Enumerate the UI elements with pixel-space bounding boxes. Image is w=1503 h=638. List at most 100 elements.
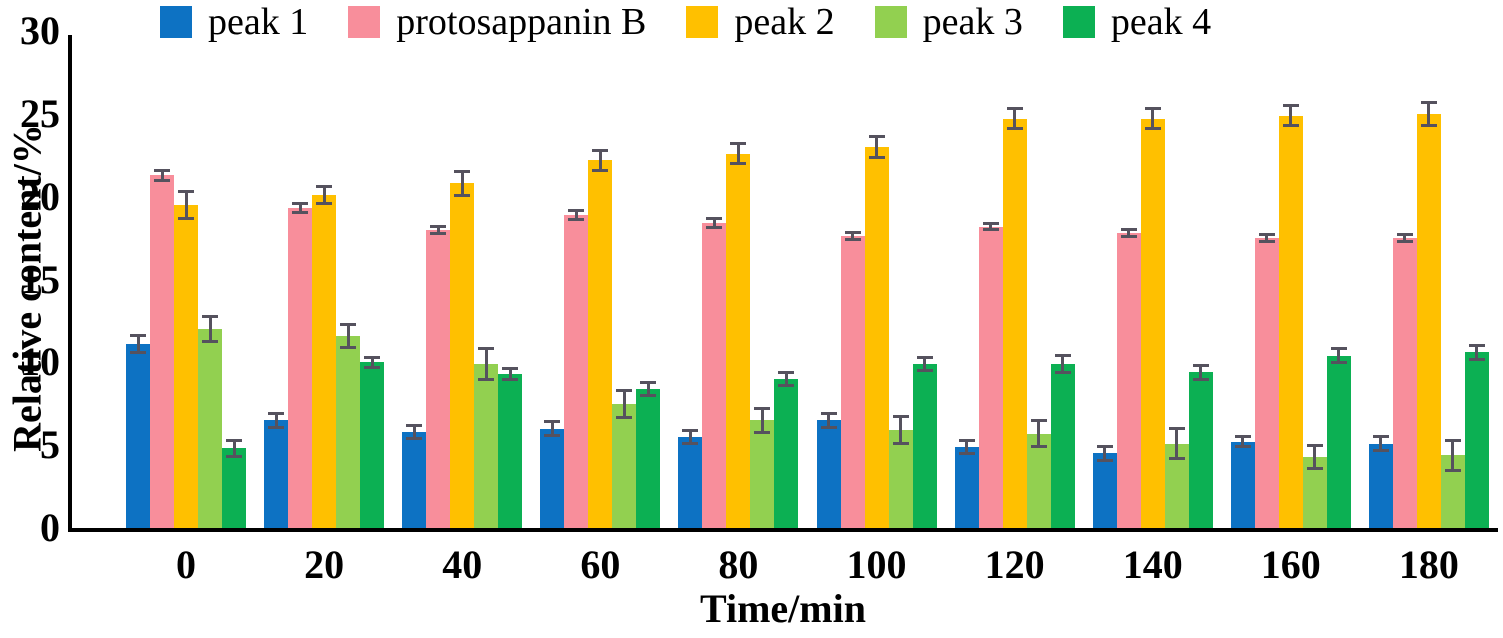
error-bar-protosappanin-b-t160 [1258,233,1275,244]
error-bar-line [899,418,903,443]
error-bar-line [1337,350,1341,361]
error-bar-peak-3-t0 [202,315,219,344]
error-bar-peak-1-t0 [130,334,147,355]
bar-group-t40 [393,35,531,528]
error-bar-line [1127,231,1131,236]
error-bar-peak-1-t80 [682,428,699,446]
error-bar-line [136,337,140,352]
error-bar-line [550,423,554,434]
bar-protosappanin-b-t0 [150,168,175,528]
error-bar-peak-2-t180 [1420,100,1437,128]
y-axis-ticks: 0 5 10 15 20 25 30 [0,11,60,548]
legend-label-peak-4: peak 4 [1110,1,1212,43]
legend-swatch-protosappanin-b [348,6,381,38]
error-bar-line [965,441,969,453]
error-bar-line [298,205,302,212]
legend-swatch-peak-1 [160,6,192,38]
bar-peak-3-t180 [1440,438,1465,528]
error-bar-line [598,151,602,169]
bar-group-t180 [1360,35,1498,528]
bar-peak-2-t160 [1278,103,1303,528]
error-bar-line [760,410,764,431]
bar-peak-2-t120 [1002,107,1027,528]
bar-groups [72,35,1498,528]
error-bar-line [1427,103,1431,125]
error-bar-protosappanin-b-t20 [292,202,309,215]
bar-peak-4-t120 [1050,354,1075,528]
error-bar-line [646,383,650,395]
y-tick-25: 25 [20,90,60,136]
error-bar-peak-3-t60 [616,388,633,419]
error-bar-peak-4-t140 [1192,364,1209,381]
bar-protosappanin-b-t160 [1254,233,1279,528]
plot-area: 0 5 10 15 20 25 30 0 20 40 60 80 100 120 140 160 180 [20,11,1498,586]
bar-peak-3-t40 [474,347,499,528]
bar-protosappanin-b-t40 [426,224,451,528]
bar-peak-1-t20 [264,412,289,528]
error-bar-line [436,227,440,232]
error-bar-peak-3-t80 [754,407,771,434]
error-bar-line [851,234,855,239]
error-bar-peak-1-t60 [544,420,561,437]
error-bar-line [784,373,788,385]
x-tick-40: 40 [442,542,483,587]
error-bar-peak-3-t20 [340,322,357,350]
bar-peak-1-t80 [678,428,703,528]
error-bar-line [208,318,212,341]
error-bar-line [574,212,578,218]
bar-peak-1-t180 [1368,435,1393,528]
x-tick-80: 80 [718,542,759,587]
error-bar-peak-3-t140 [1168,426,1185,461]
error-bar-protosappanin-b-t140 [1120,228,1137,239]
bar-peak-3-t0 [198,315,223,528]
x-tick-160: 160 [1260,542,1321,587]
error-bar-protosappanin-b-t100 [844,231,861,242]
bar-protosappanin-b-t140 [1116,228,1141,528]
error-bar-peak-3-t160 [1306,443,1323,471]
error-bar-peak-1-t40 [406,423,423,441]
error-bar-line [1103,448,1107,459]
error-bar-peak-2-t140 [1144,107,1161,131]
x-tick-140: 140 [1122,542,1183,587]
x-tick-0: 0 [176,542,197,587]
error-bar-protosappanin-b-t40 [430,224,447,235]
bar-peak-4-t60 [636,380,661,528]
bar-peak-1-t140 [1092,445,1117,528]
error-bar-line [484,350,488,378]
error-bar-peak-3-t180 [1444,438,1461,472]
error-bar-peak-2-t80 [730,142,747,166]
error-bar-protosappanin-b-t180 [1396,233,1413,244]
error-bar-peak-1-t20 [268,412,285,429]
error-bar-line [1451,441,1455,469]
legend-label-peak-3: peak 3 [922,1,1023,43]
bar-peak-2-t60 [588,148,613,528]
bar-peak-3-t80 [750,407,775,528]
bar-peak-2-t80 [726,142,751,528]
error-bar-line [1265,236,1269,241]
error-bar-line [322,188,326,202]
error-bar-peak-1-t180 [1372,435,1389,452]
error-bar-line [1037,421,1041,446]
legend-item-peak-1: peak 1 [160,3,308,41]
bar-peak-4-t140 [1188,364,1213,528]
bar-peak-4-t100 [912,355,937,528]
error-bar-peak-3-t40 [478,347,495,381]
bar-peak-2-t0 [174,190,199,528]
y-tick-20: 20 [20,173,60,219]
error-bar-line [1289,106,1293,125]
legend-item-protosappanin-b: protosappanin B [348,3,646,41]
y-tick-0: 0 [40,505,60,550]
legend-swatch-peak-4 [1062,6,1095,38]
bar-group-t60 [531,35,669,528]
x-tick-20: 20 [304,542,345,587]
bar-peak-4-t180 [1464,344,1489,528]
error-bar-line [160,171,164,179]
bar-peak-4-t40 [498,367,523,528]
bar-group-t100 [807,35,945,528]
error-bar-peak-2-t100 [868,135,885,159]
error-bar-protosappanin-b-t0 [154,168,171,182]
error-bar-line [875,138,879,156]
error-bar-line [184,193,188,217]
bar-peak-2-t180 [1416,100,1441,528]
